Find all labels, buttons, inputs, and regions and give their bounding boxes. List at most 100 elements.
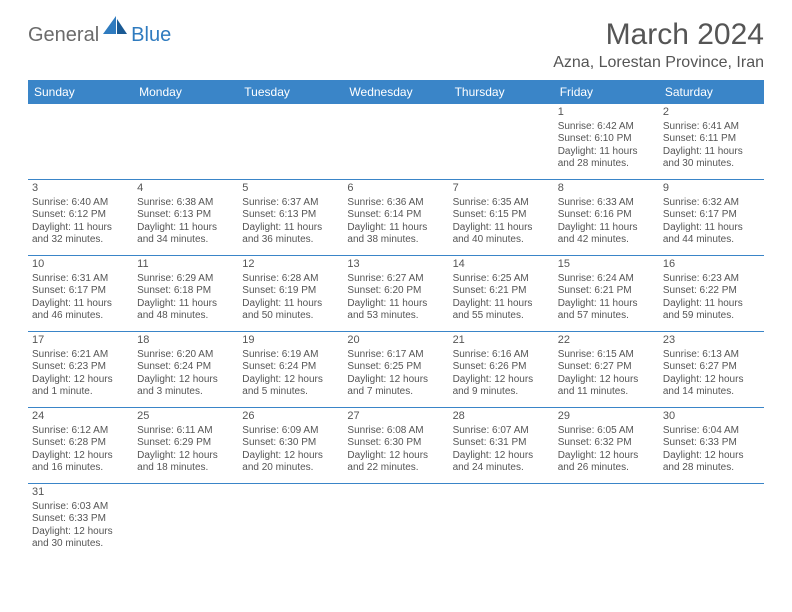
sunset-text: Sunset: 6:17 PM — [32, 285, 129, 298]
sunrise-text: Sunrise: 6:37 AM — [242, 197, 339, 210]
sunset-text: Sunset: 6:12 PM — [32, 209, 129, 222]
day-number: 31 — [32, 486, 129, 500]
brand-part1: General — [28, 24, 99, 47]
sunset-text: Sunset: 6:28 PM — [32, 437, 129, 450]
calendar-row: .....1Sunrise: 6:42 AMSunset: 6:10 PMDay… — [28, 104, 764, 180]
day-number: 30 — [663, 410, 760, 424]
day-number: 29 — [558, 410, 655, 424]
day-number: 26 — [242, 410, 339, 424]
daylight-text: Daylight: 11 hours and 44 minutes. — [663, 222, 760, 247]
sunset-text: Sunset: 6:24 PM — [242, 361, 339, 374]
day-header: Tuesday — [238, 80, 343, 104]
sunset-text: Sunset: 6:23 PM — [32, 361, 129, 374]
daylight-text: Daylight: 12 hours and 14 minutes. — [663, 374, 760, 399]
day-header: Friday — [554, 80, 659, 104]
calendar-cell: 12Sunrise: 6:28 AMSunset: 6:19 PMDayligh… — [238, 256, 343, 331]
sunrise-text: Sunrise: 6:23 AM — [663, 273, 760, 286]
daylight-text: Daylight: 12 hours and 9 minutes. — [453, 374, 550, 399]
calendar-cell: 3Sunrise: 6:40 AMSunset: 6:12 PMDaylight… — [28, 180, 133, 255]
calendar-cell: . — [133, 484, 238, 559]
sunrise-text: Sunrise: 6:12 AM — [32, 425, 129, 438]
day-number: 25 — [137, 410, 234, 424]
calendar-cell: 23Sunrise: 6:13 AMSunset: 6:27 PMDayligh… — [659, 332, 764, 407]
calendar-cell: 14Sunrise: 6:25 AMSunset: 6:21 PMDayligh… — [449, 256, 554, 331]
calendar-cell: 17Sunrise: 6:21 AMSunset: 6:23 PMDayligh… — [28, 332, 133, 407]
daylight-text: Daylight: 11 hours and 48 minutes. — [137, 298, 234, 323]
sunrise-text: Sunrise: 6:33 AM — [558, 197, 655, 210]
sunset-text: Sunset: 6:32 PM — [558, 437, 655, 450]
sunrise-text: Sunrise: 6:20 AM — [137, 349, 234, 362]
calendar-cell: 8Sunrise: 6:33 AMSunset: 6:16 PMDaylight… — [554, 180, 659, 255]
day-number: 17 — [32, 334, 129, 348]
sunrise-text: Sunrise: 6:36 AM — [347, 197, 444, 210]
calendar-cell: 9Sunrise: 6:32 AMSunset: 6:17 PMDaylight… — [659, 180, 764, 255]
day-number: 2 — [663, 106, 760, 120]
calendar-cell: 18Sunrise: 6:20 AMSunset: 6:24 PMDayligh… — [133, 332, 238, 407]
sunrise-text: Sunrise: 6:24 AM — [558, 273, 655, 286]
sunrise-text: Sunrise: 6:17 AM — [347, 349, 444, 362]
day-number: 24 — [32, 410, 129, 424]
calendar-cell: 26Sunrise: 6:09 AMSunset: 6:30 PMDayligh… — [238, 408, 343, 483]
calendar-row: 31Sunrise: 6:03 AMSunset: 6:33 PMDayligh… — [28, 484, 764, 559]
sunrise-text: Sunrise: 6:35 AM — [453, 197, 550, 210]
sunrise-text: Sunrise: 6:25 AM — [453, 273, 550, 286]
sunrise-text: Sunrise: 6:32 AM — [663, 197, 760, 210]
sunset-text: Sunset: 6:10 PM — [558, 133, 655, 146]
sunrise-text: Sunrise: 6:07 AM — [453, 425, 550, 438]
calendar-cell: 11Sunrise: 6:29 AMSunset: 6:18 PMDayligh… — [133, 256, 238, 331]
daylight-text: Daylight: 12 hours and 26 minutes. — [558, 450, 655, 475]
calendar-row: 24Sunrise: 6:12 AMSunset: 6:28 PM Dayligh… — [28, 408, 764, 484]
daylight-text: Daylight: 12 hours and 24 minutes. — [453, 450, 550, 475]
daylight-text: Daylight: 11 hours and 57 minutes. — [558, 298, 655, 323]
brand-logo: General Blue — [28, 24, 171, 47]
calendar-row: 17Sunrise: 6:21 AMSunset: 6:23 PMDayligh… — [28, 332, 764, 408]
calendar-cell: 2Sunrise: 6:41 AMSunset: 6:11 PMDaylight… — [659, 104, 764, 179]
sunset-text: Sunset: 6:33 PM — [32, 513, 129, 526]
calendar-cell: 7Sunrise: 6:35 AMSunset: 6:15 PMDaylight… — [449, 180, 554, 255]
day-number: 21 — [453, 334, 550, 348]
sunrise-text: Sunrise: 6:27 AM — [347, 273, 444, 286]
daylight-text: Daylight: 12 hours and 28 minutes. — [663, 450, 760, 475]
daylight-text: Daylight: 12 hours and 3 minutes. — [137, 374, 234, 399]
day-number: 13 — [347, 258, 444, 272]
sunset-text: Sunset: 6:11 PM — [663, 133, 760, 146]
daylight-text: Daylight: 11 hours and 30 minutes. — [663, 146, 760, 171]
calendar-row: 3Sunrise: 6:40 AMSunset: 6:12 PMDaylight… — [28, 180, 764, 256]
daylight-text: Daylight: 11 hours and 53 minutes. — [347, 298, 444, 323]
daylight-text: Daylight: 12 hours and 22 minutes. — [347, 450, 444, 475]
sunset-text: Sunset: 6:21 PM — [558, 285, 655, 298]
day-number: 4 — [137, 182, 234, 196]
calendar-cell: 15Sunrise: 6:24 AMSunset: 6:21 PMDayligh… — [554, 256, 659, 331]
calendar-cell: . — [659, 484, 764, 559]
day-number: 27 — [347, 410, 444, 424]
calendar-cell: 27Sunrise: 6:08 AMSunset: 6:30 PMDayligh… — [343, 408, 448, 483]
daylight-text: Daylight: 11 hours and 32 minutes. — [32, 222, 129, 247]
sunrise-text: Sunrise: 6:16 AM — [453, 349, 550, 362]
calendar-cell: 1Sunrise: 6:42 AMSunset: 6:10 PMDaylight… — [554, 104, 659, 179]
calendar-cell: 22Sunrise: 6:15 AMSunset: 6:27 PMDayligh… — [554, 332, 659, 407]
day-number: 5 — [242, 182, 339, 196]
daylight-text: Daylight: 11 hours and 55 minutes. — [453, 298, 550, 323]
calendar-cell: 25Sunrise: 6:11 AMSunset: 6:29 PMDayligh… — [133, 408, 238, 483]
sunset-text: Sunset: 6:22 PM — [663, 285, 760, 298]
day-number: 15 — [558, 258, 655, 272]
sunrise-text: Sunrise: 6:28 AM — [242, 273, 339, 286]
sunrise-text: Sunrise: 6:03 AM — [32, 501, 129, 514]
calendar-cell: 30Sunrise: 6:04 AMSunset: 6:33 PMDayligh… — [659, 408, 764, 483]
day-number: 18 — [137, 334, 234, 348]
sunset-text: Sunset: 6:33 PM — [663, 437, 760, 450]
sunset-text: Sunset: 6:17 PM — [663, 209, 760, 222]
calendar-cell: 4Sunrise: 6:38 AMSunset: 6:13 PMDaylight… — [133, 180, 238, 255]
day-header: Wednesday — [343, 80, 448, 104]
calendar-body: .....1Sunrise: 6:42 AMSunset: 6:10 PMDay… — [28, 104, 764, 559]
day-header: Monday — [133, 80, 238, 104]
day-number: 28 — [453, 410, 550, 424]
calendar-cell: 16Sunrise: 6:23 AMSunset: 6:22 PMDayligh… — [659, 256, 764, 331]
calendar-cell: . — [449, 484, 554, 559]
sunrise-text: Sunrise: 6:38 AM — [137, 197, 234, 210]
daylight-text: Daylight: 11 hours and 40 minutes. — [453, 222, 550, 247]
calendar-day-header: Sunday Monday Tuesday Wednesday Thursday… — [28, 80, 764, 104]
day-header: Saturday — [659, 80, 764, 104]
sunrise-text: Sunrise: 6:13 AM — [663, 349, 760, 362]
day-number: 10 — [32, 258, 129, 272]
